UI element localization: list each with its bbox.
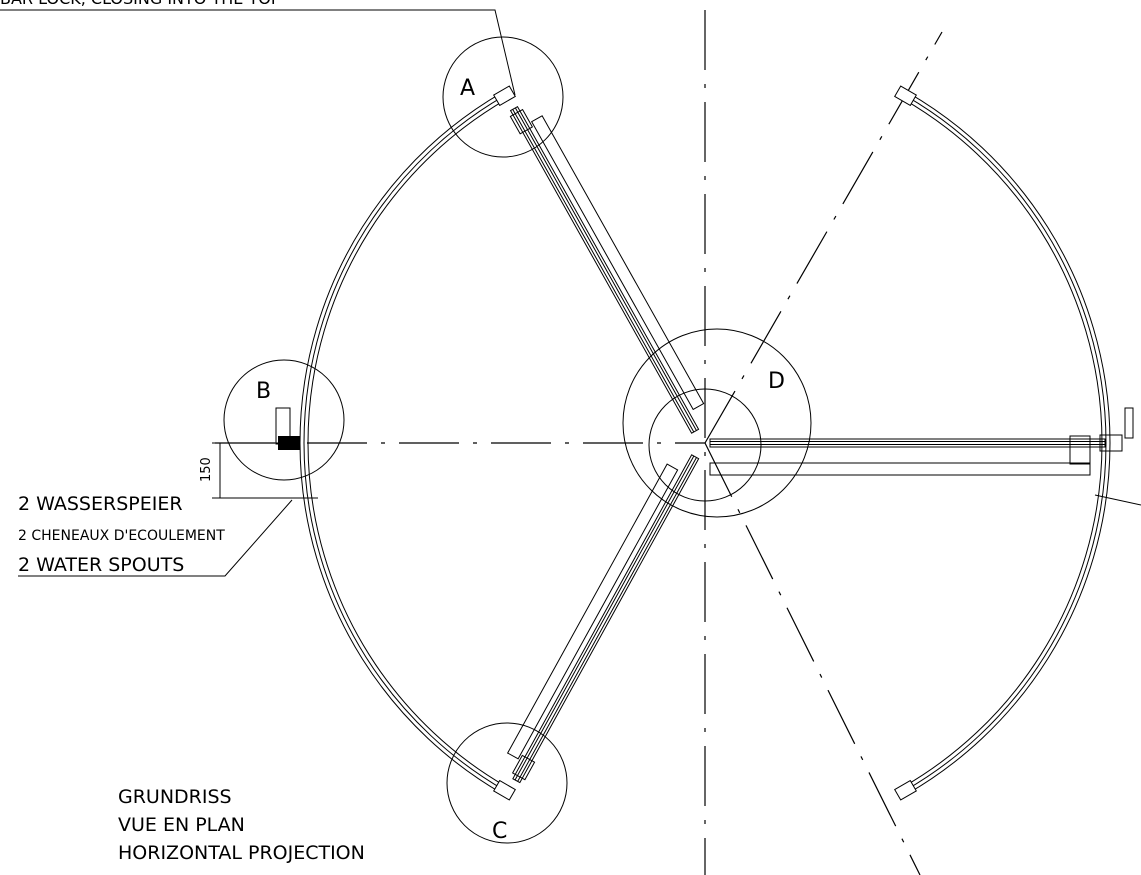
title-text: HORIZONTAL PROJECTION xyxy=(118,842,365,864)
page: A B C D BAR LOCK, CLOSING INTO THE TOP 1… xyxy=(0,0,1141,875)
detail-label: B xyxy=(256,379,271,404)
dimension-label: 150 xyxy=(199,457,214,482)
glass-arc xyxy=(904,99,1103,787)
title-text: GRUNDRISS xyxy=(118,786,232,808)
glass-arc xyxy=(908,92,1111,793)
leader-line xyxy=(0,10,515,95)
detail-label: C xyxy=(492,819,507,844)
glass-arc xyxy=(906,96,1107,791)
top-note: BAR LOCK, CLOSING INTO THE TOP xyxy=(0,0,281,8)
arc-end-cap xyxy=(494,781,516,800)
note-text: 2 CHENEAUX D'ECOULEMENT xyxy=(18,528,225,544)
arc-end-cap xyxy=(895,86,917,105)
detail-label: A xyxy=(460,76,475,101)
center-line-diagonal xyxy=(705,443,920,875)
detail-label: D xyxy=(768,369,785,394)
door-panel-c xyxy=(498,447,701,784)
door-panel-right xyxy=(710,408,1133,475)
note-text: 2 WATER SPOUTS xyxy=(18,554,184,576)
note-text: 2 WASSERSPEIER xyxy=(18,493,183,515)
arc-end-cap xyxy=(494,86,516,105)
door-panel-a xyxy=(508,98,713,434)
drawing: A B C D BAR LOCK, CLOSING INTO THE TOP 1… xyxy=(0,0,1141,875)
arc-end-cap xyxy=(895,781,917,800)
detail-circle-b xyxy=(224,360,344,480)
title-text: VUE EN PLAN xyxy=(118,814,245,836)
